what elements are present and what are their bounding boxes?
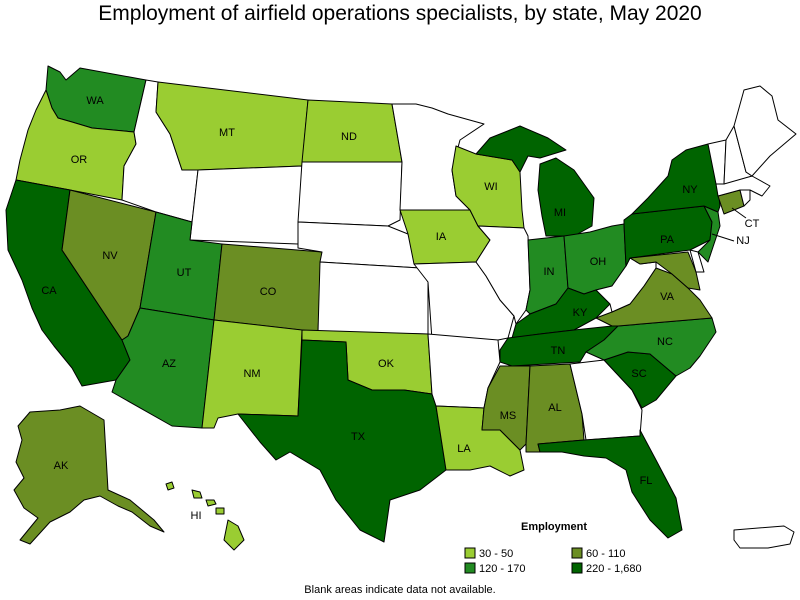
legend: Employment 30 - 50 60 - 110 120 - 170 22… — [464, 521, 642, 575]
footnote: Blank areas indicate data not available. — [304, 584, 496, 596]
state-label-MS: MS — [500, 410, 517, 422]
legend-swatch — [464, 547, 476, 559]
state-label-TN: TN — [551, 345, 566, 357]
labels-layer: WA OR CA NV MT UT AZ CO NM ND OK TX IA L… — [41, 95, 759, 522]
state-MD — [629, 251, 701, 291]
state-KS — [317, 261, 429, 335]
state-label-WA: WA — [86, 95, 104, 107]
state-DE — [689, 249, 705, 273]
state-label-NM: NM — [243, 368, 260, 380]
states-layer — [5, 65, 797, 551]
state-label-AL: AL — [548, 402, 561, 414]
state-label-NV: NV — [102, 250, 118, 262]
state-label-OH: OH — [590, 256, 607, 268]
state-PR — [733, 525, 795, 549]
legend-label: 60 - 110 — [586, 548, 626, 560]
legend-label: 30 - 50 — [479, 548, 513, 560]
state-label-PA: PA — [660, 234, 675, 246]
leader-line-CT — [731, 207, 747, 219]
state-WV — [595, 257, 657, 313]
state-label-UT: UT — [177, 267, 192, 279]
state-MI — [475, 125, 595, 237]
state-IL — [475, 225, 531, 325]
legend-label: 120 - 170 — [479, 563, 525, 575]
state-label-AZ: AZ — [162, 358, 176, 370]
state-ME — [733, 85, 797, 177]
leader-line-NJ — [711, 233, 735, 242]
state-label-OR: OR — [71, 154, 88, 166]
state-label-VA: VA — [660, 291, 675, 303]
state-AK — [13, 405, 165, 545]
state-label-FL: FL — [640, 475, 653, 487]
state-TX — [237, 339, 447, 543]
state-label-WI: WI — [484, 181, 497, 193]
state-label-CT: CT — [745, 218, 760, 230]
state-label-HI: HI — [191, 510, 202, 522]
state-label-KY: KY — [573, 307, 588, 319]
state-label-MI: MI — [554, 207, 566, 219]
state-label-CA: CA — [41, 285, 57, 297]
state-FL — [537, 429, 683, 539]
map-title: Employment of airfield operations specia… — [98, 2, 702, 25]
state-label-NY: NY — [682, 184, 698, 196]
state-label-SC: SC — [631, 368, 646, 380]
state-SD — [297, 161, 403, 227]
legend-title: Employment — [521, 521, 587, 533]
state-label-IN: IN — [544, 266, 555, 278]
state-WY — [189, 165, 303, 245]
state-label-LA: LA — [457, 443, 471, 455]
state-label-NC: NC — [657, 336, 673, 348]
state-HI — [165, 481, 245, 551]
state-KY — [511, 287, 611, 339]
state-label-NJ: NJ — [736, 235, 749, 247]
state-NJ — [697, 205, 721, 263]
state-NY — [631, 143, 721, 215]
state-label-IA: IA — [436, 231, 447, 243]
leaders-layer — [711, 207, 747, 242]
state-label-TX: TX — [351, 431, 366, 443]
state-label-OK: OK — [378, 358, 395, 370]
legend-swatch — [571, 547, 583, 559]
state-label-MT: MT — [219, 127, 235, 139]
legend-swatch — [571, 562, 583, 574]
legend-label: 220 - 1,680 — [586, 563, 642, 575]
state-label-AK: AK — [54, 460, 69, 472]
state-label-CO: CO — [260, 286, 277, 298]
legend-swatch — [464, 562, 476, 574]
state-NC — [585, 317, 717, 377]
state-label-ND: ND — [341, 131, 357, 143]
